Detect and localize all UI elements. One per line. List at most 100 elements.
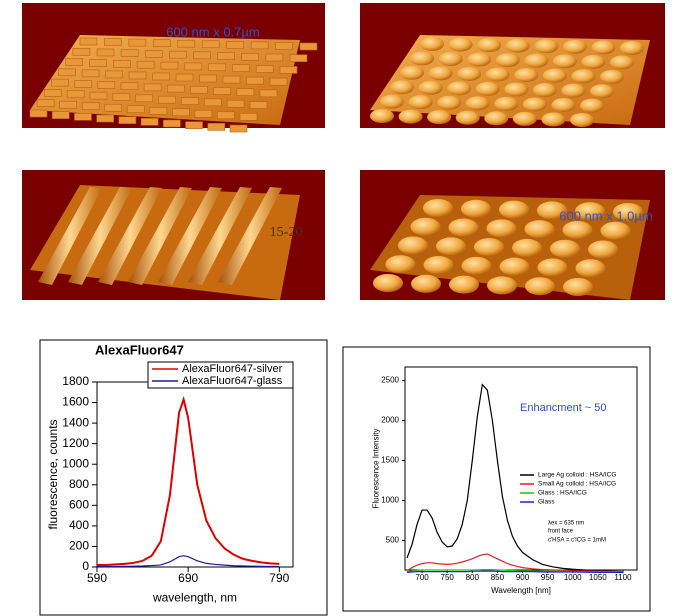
y-tick-label: 1400 [62, 415, 89, 429]
afm-cell [193, 51, 211, 60]
afm-bump [455, 110, 480, 125]
afm-cell [172, 108, 190, 117]
afm-cell [96, 48, 115, 57]
afm-cell [181, 97, 199, 105]
afm-bump [420, 37, 444, 51]
afm-cell [222, 75, 241, 84]
afm-cell [113, 60, 131, 68]
afm-cell [74, 80, 92, 88]
afm-cell [36, 99, 55, 108]
x-tick-label: 800 [466, 573, 480, 582]
x-tick-label: 790 [269, 571, 289, 585]
afm-bump [436, 237, 466, 256]
afm-cell [275, 42, 293, 50]
afm-bump [534, 39, 559, 54]
afm-bump [562, 220, 593, 239]
y-tick-label: 1000 [62, 456, 89, 470]
afm-cell [226, 99, 245, 108]
afm-cell [289, 54, 308, 63]
afm-bump [423, 256, 454, 275]
afm-bump [410, 51, 434, 66]
chart-frame [39, 339, 328, 616]
series-line [406, 383, 623, 573]
y-tick-label: 1600 [62, 395, 89, 409]
afm-cell [152, 72, 170, 81]
afm-cell [208, 63, 226, 72]
afm-bump [427, 110, 452, 125]
y-tick-label: 1800 [62, 374, 89, 388]
afm-ridge [128, 187, 192, 285]
afm-bump [505, 38, 530, 53]
afm-cell [203, 98, 222, 107]
afm-bump [408, 95, 433, 110]
afm-label: 600 nm x 0.7µm [166, 24, 259, 39]
series-line [97, 555, 280, 568]
afm-bump [562, 39, 587, 54]
afm-cell [79, 37, 98, 46]
afm-cell [51, 78, 69, 87]
x-tick-label: 700 [415, 573, 429, 582]
afm-bump [495, 53, 520, 68]
x-tick-label: 1050 [589, 573, 607, 582]
afm-cell [160, 61, 179, 70]
afm-cell [167, 84, 185, 93]
afm-bump [522, 97, 547, 112]
afm-cell [58, 68, 76, 77]
afm-bump [591, 40, 616, 55]
afm-cell [118, 116, 137, 124]
afm-ridge [68, 187, 132, 285]
afm-bump [600, 69, 624, 84]
afm-bump [499, 200, 529, 219]
afm-cell [51, 111, 70, 119]
y-axis-label: Fluorescence Intensity [371, 428, 380, 508]
afm-cell [175, 73, 194, 82]
afm-bump [373, 274, 403, 292]
afm-cell [128, 71, 147, 80]
afm-cell [149, 106, 168, 115]
afm-cell [163, 119, 181, 128]
afm-bump [461, 199, 491, 218]
afm-bump [550, 239, 580, 258]
x-tick-label: 850 [491, 573, 505, 582]
afm-bump [484, 111, 509, 126]
afm-cell [269, 77, 288, 86]
afm-cell [217, 111, 235, 120]
afm-bump [423, 199, 453, 217]
x-tick-label: 1000 [564, 573, 582, 582]
afm-bump [512, 238, 542, 257]
annotation: λex = 635 nm [548, 521, 584, 527]
y-axis-label: fluorescence, counts [46, 419, 60, 529]
afm-cell [153, 39, 171, 47]
y-tick-label: 2000 [381, 416, 399, 425]
afm-bump [370, 109, 394, 123]
x-tick-label: 900 [516, 573, 530, 582]
afm-bump [620, 41, 644, 55]
y-tick-label: 400 [69, 518, 89, 532]
afm-cell [120, 49, 139, 58]
afm-bump [410, 217, 441, 236]
y-tick-label: 500 [386, 536, 400, 545]
chart-title: AlexaFluor647 [95, 342, 184, 357]
afm-ridge [98, 187, 162, 285]
afm-bump [465, 96, 490, 111]
afm-cell [265, 53, 284, 62]
afm-bump [418, 80, 443, 95]
afm-bump [448, 37, 473, 52]
afm-bump [380, 94, 404, 109]
afm-cell [158, 95, 176, 104]
afm-bump [494, 96, 519, 111]
afm-cell [213, 87, 231, 95]
afm-bump [504, 82, 529, 97]
afm-bump [581, 54, 606, 69]
afm-cell [89, 91, 108, 100]
afm-bump [551, 98, 576, 113]
legend-label: Large Ag colloid : HSA/ICG [538, 472, 616, 479]
afm-cell [177, 39, 196, 48]
afm-cell [279, 66, 298, 74]
afm-bump [514, 68, 539, 83]
afm-bump [537, 258, 568, 277]
afm-ridge [218, 187, 282, 285]
afm-cell [66, 90, 85, 99]
afm-bump [588, 240, 618, 259]
annotation: front face [548, 529, 574, 535]
